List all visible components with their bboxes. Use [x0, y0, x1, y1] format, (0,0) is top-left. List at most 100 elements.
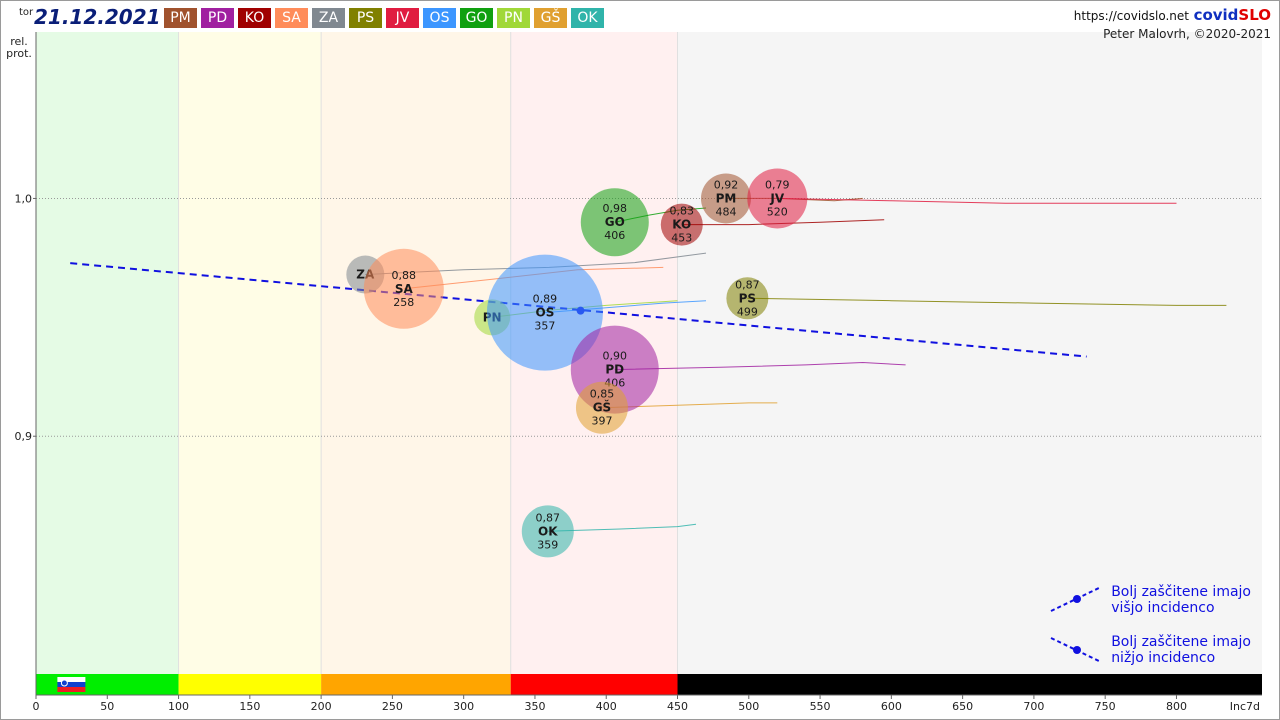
- legend-upper-line1: Bolj zaščitene imajo: [1111, 584, 1251, 600]
- x-tick-label-14: 700: [1023, 700, 1044, 713]
- bubble-ps: [726, 277, 769, 320]
- bubble-name-pd: PD: [605, 363, 624, 377]
- bubble-value-ko: 0,83: [670, 205, 695, 218]
- bubble-name-ps: PS: [739, 291, 756, 305]
- badge-os[interactable]: OS: [423, 8, 456, 28]
- weekday-label: tor: [19, 7, 34, 18]
- bubble-pm: [700, 173, 751, 224]
- zone-bg-1: [178, 32, 322, 674]
- brand-part-slo: SLO: [1238, 6, 1271, 24]
- trail-gš: [601, 402, 778, 409]
- bubble-incidence-ko: 453: [671, 232, 692, 245]
- y-axis-label-1: prot.: [6, 47, 32, 60]
- legend-lower-line1: Bolj zaščitene imajo: [1111, 634, 1251, 650]
- bubble-incidence-ok: 359: [537, 538, 558, 551]
- trail-jv: [777, 197, 1177, 204]
- x-tick-label-15: 750: [1095, 700, 1116, 713]
- bubble-os: [486, 254, 603, 371]
- bubble-sa: [363, 248, 444, 329]
- trail-ok: [547, 523, 697, 532]
- trail-pd: [614, 361, 906, 371]
- x-tick-label-11: 550: [810, 700, 831, 713]
- x-tick-label-3: 150: [239, 700, 260, 713]
- grid-lines: [36, 197, 1262, 437]
- badge-jv[interactable]: JV: [386, 8, 419, 28]
- bubble-name-pm: PM: [716, 191, 737, 205]
- legend-upper-line2: višjo incidenco: [1111, 600, 1215, 616]
- badge-ko[interactable]: KO: [238, 8, 271, 28]
- bubble-value-sa: 0,88: [392, 269, 417, 282]
- region-badges: PM PD KO SA ZA PS JV OS GO PN GŠ OK: [164, 8, 604, 28]
- badge-ok[interactable]: OK: [571, 8, 604, 28]
- bubble-name-jv: JV: [769, 191, 784, 205]
- brand-part-covid: covid: [1193, 6, 1239, 24]
- bubble-value-gš: 0,85: [590, 388, 615, 401]
- zone-color-band: [36, 674, 1262, 695]
- zone-band-1: [178, 674, 322, 695]
- x-tick-label-1: 50: [100, 700, 114, 713]
- bubble-value-jv: 0,79: [765, 178, 790, 191]
- bubble-incidence-ps: 499: [737, 305, 758, 318]
- bubble-name-gš: GŠ: [593, 400, 612, 415]
- bubble-value-ok: 0,87: [536, 511, 561, 524]
- badge-za[interactable]: ZA: [312, 8, 345, 28]
- legend-lower: Bolj zaščitene imajo nižjo incidenco: [1111, 634, 1251, 666]
- trail-ps: [747, 297, 1227, 306]
- bubble-incidence-go: 406: [604, 229, 625, 242]
- x-tick-label-2: 100: [168, 700, 189, 713]
- bubble-incidence-gš: 397: [591, 415, 612, 428]
- bubble-name-ok: OK: [538, 524, 558, 538]
- bubble-name-ko: KO: [672, 218, 691, 232]
- bubble-incidence-os: 357: [534, 320, 555, 333]
- x-tick-label-6: 300: [453, 700, 474, 713]
- y-tick-label-1: 1,0: [15, 192, 33, 205]
- bubble-name-os: OS: [536, 306, 555, 320]
- x-tick-label-0: 0: [33, 700, 40, 713]
- flag-coat-of-arms: [60, 679, 68, 687]
- badge-ps[interactable]: PS: [349, 8, 382, 28]
- flag-red: [57, 687, 86, 692]
- legend-lower-line-icon: [1050, 637, 1102, 663]
- flag-blue: [57, 682, 86, 687]
- date-title: 21.12.2021: [34, 5, 161, 29]
- x-tick-label-13: 650: [952, 700, 973, 713]
- y-axis-label-0: rel.: [10, 35, 28, 48]
- legend-icons: [1050, 586, 1102, 663]
- badge-pd[interactable]: PD: [201, 8, 234, 28]
- x-tick-label-5: 250: [382, 700, 403, 713]
- bubble-incidence-jv: 520: [767, 205, 788, 218]
- bubble-value-ps: 0,87: [735, 278, 760, 291]
- bubble-value-go: 0,98: [603, 202, 628, 215]
- bubble-incidence-sa: 258: [393, 296, 414, 309]
- badge-pn[interactable]: PN: [497, 8, 530, 28]
- bubble-value-os: 0,89: [533, 293, 558, 306]
- bubble-value-pd: 0,90: [603, 350, 628, 363]
- brand-logo: covidSLO: [1194, 6, 1271, 24]
- badge-sa[interactable]: SA: [275, 8, 308, 28]
- badge-pm[interactable]: PM: [164, 8, 197, 28]
- badge-gš[interactable]: GŠ: [534, 8, 567, 28]
- badge-go[interactable]: GO: [460, 8, 493, 28]
- x-tick-label-12: 600: [881, 700, 902, 713]
- legend-upper-dot-icon: [1073, 595, 1081, 603]
- header-bar: tor 21.12.2021 PM PD KO SA ZA PS JV OS GO PN GŠ OK …: [1, 1, 1279, 41]
- x-tick-label-7: 350: [524, 700, 545, 713]
- x-tick-label-8: 400: [596, 700, 617, 713]
- x-tick-label-9: 450: [667, 700, 688, 713]
- bubble-name-go: GO: [605, 215, 625, 229]
- x-tick-label-10: 500: [738, 700, 759, 713]
- bubble-jv: [747, 168, 808, 229]
- zone-bg-2: [321, 32, 511, 674]
- zone-band-2: [321, 674, 511, 695]
- site-url[interactable]: https://covidslo.net: [1073, 9, 1189, 23]
